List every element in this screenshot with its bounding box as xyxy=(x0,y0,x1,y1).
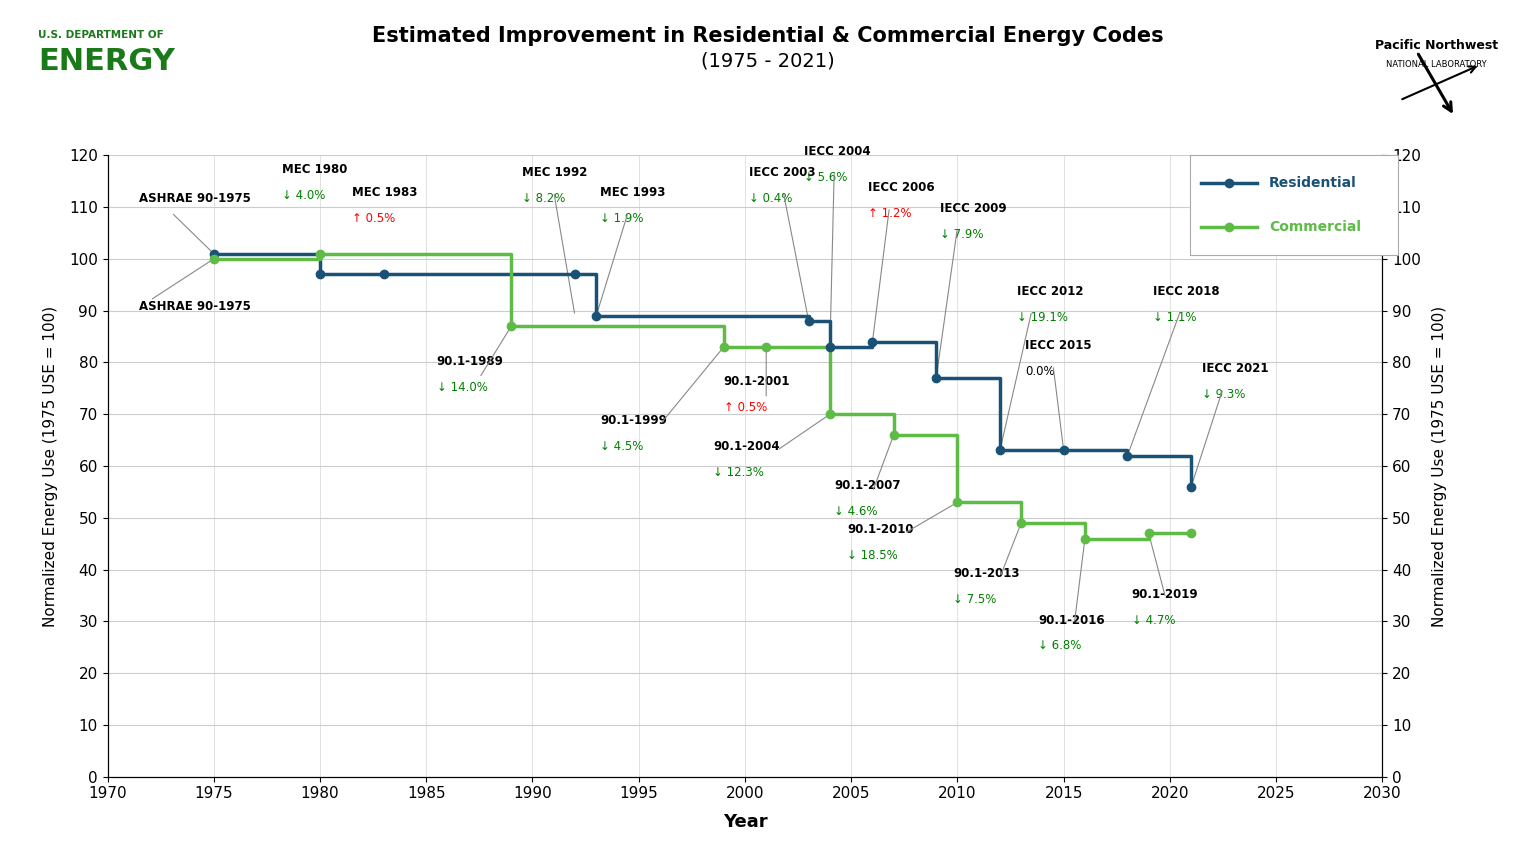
X-axis label: Year: Year xyxy=(722,813,768,830)
Text: IECC 2009: IECC 2009 xyxy=(940,202,1008,215)
Text: ↑ 0.5%: ↑ 0.5% xyxy=(723,401,766,414)
Text: IECC 2012: IECC 2012 xyxy=(1017,285,1083,298)
Text: 90.1-2001: 90.1-2001 xyxy=(723,375,790,388)
Text: 90.1-1989: 90.1-1989 xyxy=(436,355,504,368)
Text: IECC 2004: IECC 2004 xyxy=(805,145,871,158)
Text: ↓ 4.5%: ↓ 4.5% xyxy=(601,440,644,453)
Text: Residential: Residential xyxy=(1269,176,1356,190)
Text: ↓ 1.9%: ↓ 1.9% xyxy=(601,212,644,225)
Text: ↓ 8.2%: ↓ 8.2% xyxy=(522,192,565,205)
Text: 90.1-2019: 90.1-2019 xyxy=(1132,588,1198,601)
Text: MEC 1980: MEC 1980 xyxy=(281,163,347,176)
Text: MEC 1992: MEC 1992 xyxy=(522,166,587,179)
Text: 90.1-1999: 90.1-1999 xyxy=(601,414,667,427)
Text: ↓ 4.0%: ↓ 4.0% xyxy=(281,189,326,202)
Text: MEC 1993: MEC 1993 xyxy=(601,186,665,199)
Text: ENERGY: ENERGY xyxy=(38,47,175,77)
Text: ↓ 7.9%: ↓ 7.9% xyxy=(940,228,985,241)
Text: Estimated Improvement in Residential & Commercial Energy Codes: Estimated Improvement in Residential & C… xyxy=(372,26,1164,46)
Text: 90.1-2004: 90.1-2004 xyxy=(713,440,780,453)
Text: 90.1-2013: 90.1-2013 xyxy=(954,567,1020,580)
Text: 90.1-2007: 90.1-2007 xyxy=(834,479,900,492)
Text: ↓ 14.0%: ↓ 14.0% xyxy=(436,381,488,394)
Text: MEC 1983: MEC 1983 xyxy=(352,186,418,199)
Text: IECC 2006: IECC 2006 xyxy=(868,181,935,194)
Text: ↓ 9.3%: ↓ 9.3% xyxy=(1201,388,1246,401)
Text: ↑ 1.2%: ↑ 1.2% xyxy=(868,207,912,220)
Text: ↓ 4.6%: ↓ 4.6% xyxy=(834,505,877,518)
Text: ASHRAE 90-1975: ASHRAE 90-1975 xyxy=(140,300,252,313)
Text: IECC 2018: IECC 2018 xyxy=(1154,285,1220,298)
Text: ↓ 4.7%: ↓ 4.7% xyxy=(1132,614,1175,627)
Text: ↓ 6.8%: ↓ 6.8% xyxy=(1038,639,1081,652)
Text: IECC 2021: IECC 2021 xyxy=(1201,362,1269,375)
Y-axis label: Normalized Energy Use (1975 USE = 100): Normalized Energy Use (1975 USE = 100) xyxy=(43,306,58,627)
Text: Pacific Northwest: Pacific Northwest xyxy=(1375,39,1498,52)
Text: 0.0%: 0.0% xyxy=(1026,365,1055,378)
Text: 90.1-2010: 90.1-2010 xyxy=(846,523,914,536)
Text: 90.1-2016: 90.1-2016 xyxy=(1038,614,1104,627)
Text: IECC 2015: IECC 2015 xyxy=(1026,339,1092,352)
Text: ASHRAE 90-1975: ASHRAE 90-1975 xyxy=(140,192,252,205)
Text: ↓ 18.5%: ↓ 18.5% xyxy=(846,549,897,562)
Text: ↓ 1.1%: ↓ 1.1% xyxy=(1154,311,1197,324)
Text: ↓ 12.3%: ↓ 12.3% xyxy=(713,466,763,479)
Text: ↑ 0.5%: ↑ 0.5% xyxy=(352,212,395,225)
Text: ↓ 7.5%: ↓ 7.5% xyxy=(954,593,997,606)
Text: ↓ 0.4%: ↓ 0.4% xyxy=(750,192,793,205)
Text: NATIONAL LABORATORY: NATIONAL LABORATORY xyxy=(1385,60,1487,69)
Text: (1975 - 2021): (1975 - 2021) xyxy=(700,52,836,71)
Text: ↓ 19.1%: ↓ 19.1% xyxy=(1017,311,1068,324)
Y-axis label: Normalized Energy Use (1975 USE = 100): Normalized Energy Use (1975 USE = 100) xyxy=(1432,306,1447,627)
Text: U.S. DEPARTMENT OF: U.S. DEPARTMENT OF xyxy=(38,30,164,41)
Text: IECC 2003: IECC 2003 xyxy=(750,166,816,179)
Text: Commercial: Commercial xyxy=(1269,220,1361,234)
Text: ↓ 5.6%: ↓ 5.6% xyxy=(805,171,848,184)
